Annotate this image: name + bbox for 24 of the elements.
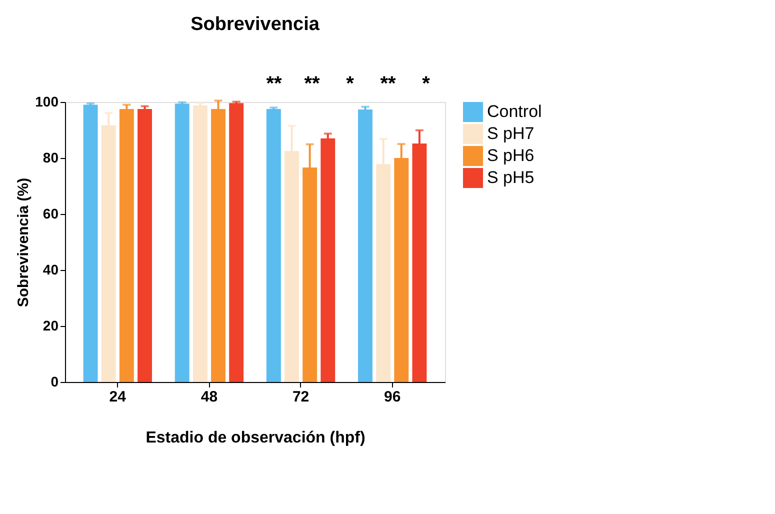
y-tick-label: 100 bbox=[35, 94, 59, 110]
legend-label: S pH6 bbox=[487, 146, 534, 165]
y-tick-label: 80 bbox=[42, 150, 59, 166]
legend-label: S pH5 bbox=[487, 168, 534, 187]
bar bbox=[119, 109, 134, 382]
y-axis-title: Sobrevivencia (%) bbox=[15, 178, 32, 308]
text: * bbox=[422, 73, 430, 95]
x-tick-label: 48 bbox=[200, 388, 218, 406]
text: ** bbox=[304, 73, 320, 95]
legend-label: Control bbox=[487, 102, 542, 121]
y-tick-label: 60 bbox=[42, 206, 59, 222]
text: ** bbox=[266, 73, 282, 95]
x-axis-title: Estadio de observación (hpf) bbox=[146, 430, 366, 446]
x-tick-label: 72 bbox=[292, 388, 310, 406]
y-tick-label: 20 bbox=[42, 318, 59, 334]
bar bbox=[320, 138, 336, 382]
y-tick-label: 0 bbox=[50, 374, 59, 390]
x-tick-label: 96 bbox=[384, 388, 401, 406]
legend-label: S pH7 bbox=[487, 124, 534, 143]
y-tick-label: 40 bbox=[42, 262, 59, 278]
text: ** bbox=[380, 73, 396, 95]
chart-title: Sobrevivencia bbox=[190, 14, 320, 35]
text: * bbox=[346, 73, 354, 95]
x-tick-label: 24 bbox=[109, 388, 127, 406]
